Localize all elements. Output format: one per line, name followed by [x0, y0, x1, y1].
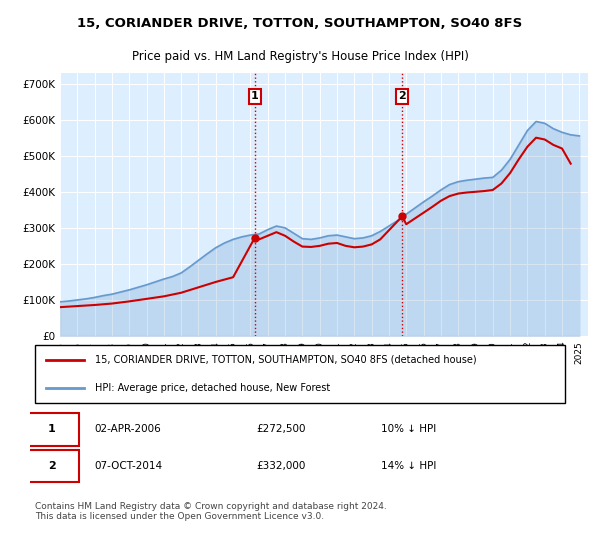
- Text: 2: 2: [48, 461, 55, 471]
- Text: 2: 2: [398, 91, 406, 101]
- Text: Price paid vs. HM Land Registry's House Price Index (HPI): Price paid vs. HM Land Registry's House …: [131, 50, 469, 63]
- Text: 1: 1: [251, 91, 259, 101]
- FancyBboxPatch shape: [25, 413, 79, 446]
- Text: Contains HM Land Registry data © Crown copyright and database right 2024.
This d: Contains HM Land Registry data © Crown c…: [35, 502, 387, 521]
- Text: 14% ↓ HPI: 14% ↓ HPI: [381, 461, 436, 471]
- FancyBboxPatch shape: [35, 345, 565, 403]
- Text: 07-OCT-2014: 07-OCT-2014: [95, 461, 163, 471]
- Text: 02-APR-2006: 02-APR-2006: [95, 424, 161, 434]
- Text: 1: 1: [48, 424, 55, 434]
- Text: £332,000: £332,000: [257, 461, 306, 471]
- Text: 10% ↓ HPI: 10% ↓ HPI: [381, 424, 436, 434]
- Text: 15, CORIANDER DRIVE, TOTTON, SOUTHAMPTON, SO40 8FS (detached house): 15, CORIANDER DRIVE, TOTTON, SOUTHAMPTON…: [95, 354, 476, 365]
- Text: £272,500: £272,500: [257, 424, 306, 434]
- Text: 15, CORIANDER DRIVE, TOTTON, SOUTHAMPTON, SO40 8FS: 15, CORIANDER DRIVE, TOTTON, SOUTHAMPTON…: [77, 17, 523, 30]
- Text: HPI: Average price, detached house, New Forest: HPI: Average price, detached house, New …: [95, 383, 330, 393]
- FancyBboxPatch shape: [25, 450, 79, 483]
